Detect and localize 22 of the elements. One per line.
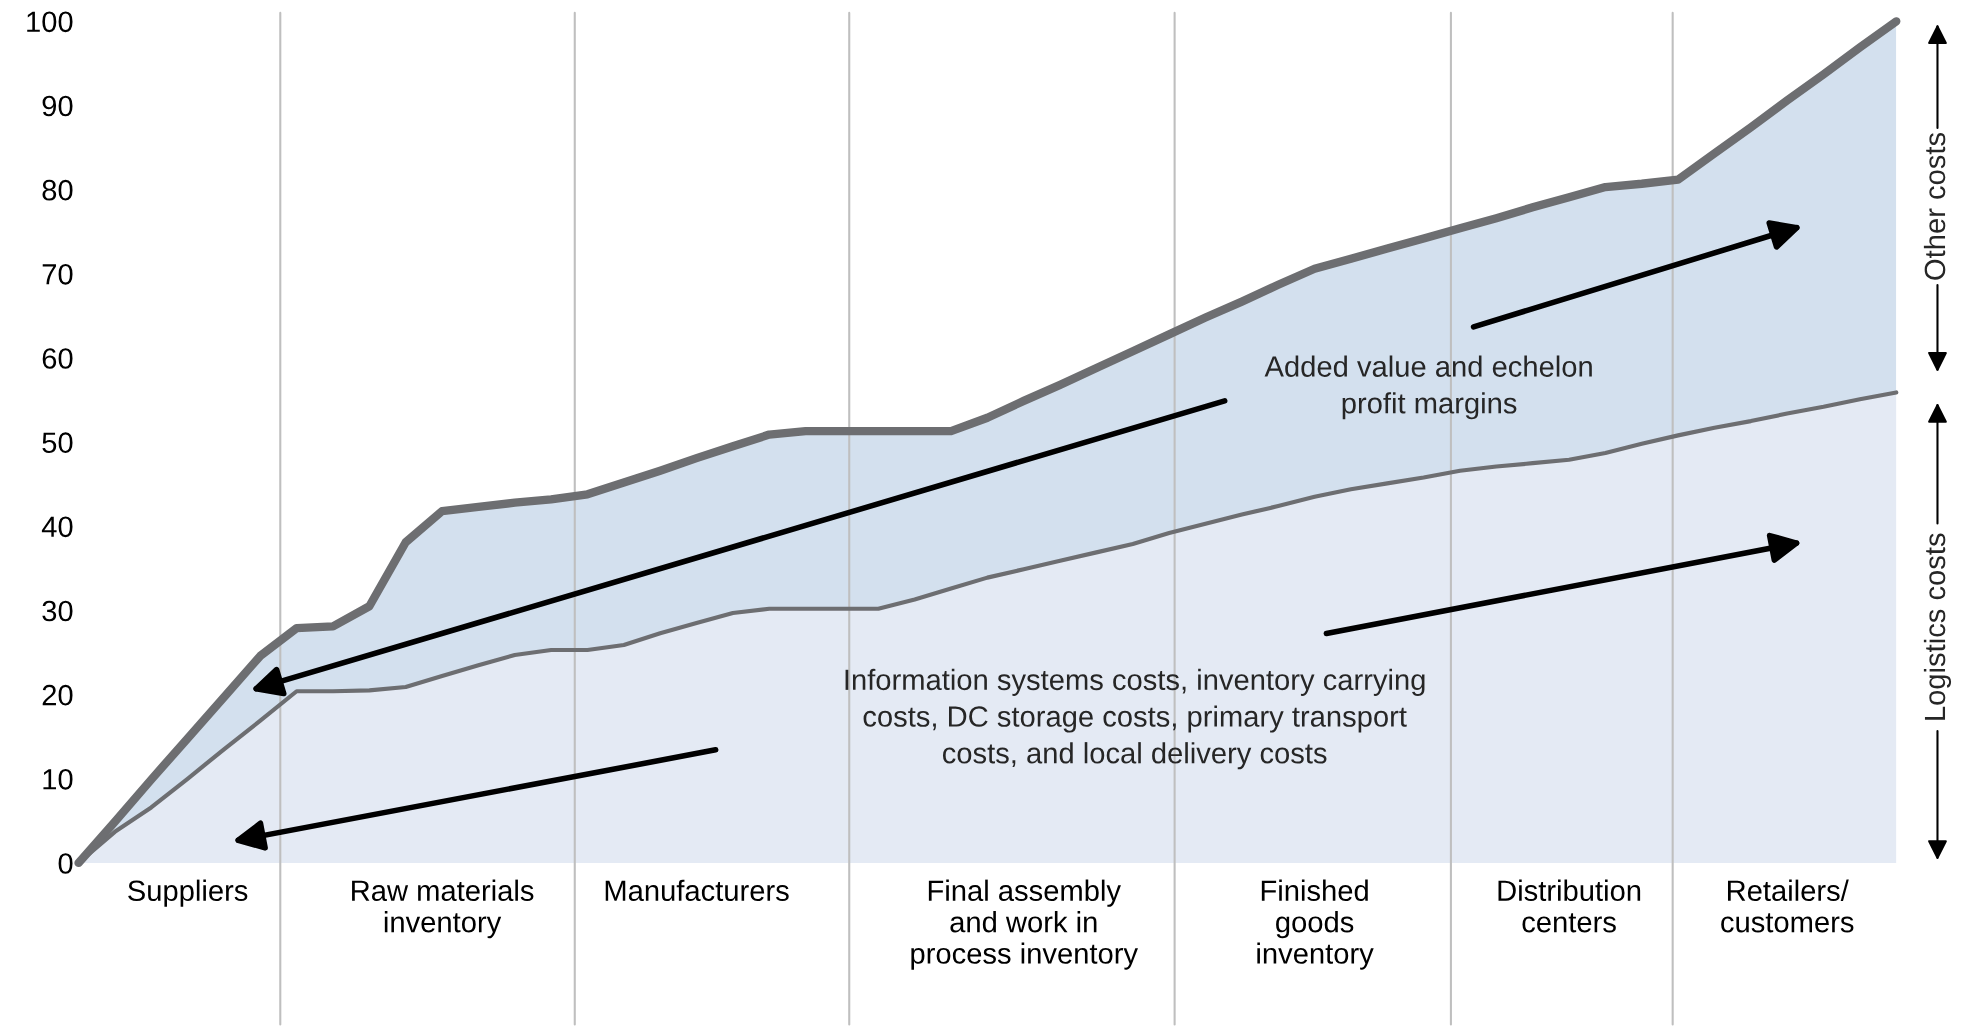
y-tick-label: 100 <box>27 11 73 33</box>
x-tick-label: Final assembly and work in process inventory <box>911 879 1138 970</box>
y-tick-label: 0 <box>58 853 73 874</box>
y-tick-label: 50 <box>42 432 73 453</box>
y-tick-label: 20 <box>42 684 73 706</box>
annotation: Information systems costs, inventory carrying costs, DC storage costs, primary transport costs, and local delivery costs <box>845 668 1425 770</box>
y-tick-label: 40 <box>41 516 73 538</box>
x-tick-label: Distribution centers <box>1498 879 1641 933</box>
text: Logistics costs <box>1923 533 1952 720</box>
x-tick-label: Suppliers <box>128 879 248 907</box>
y-tick-label: 30 <box>42 600 73 622</box>
x-tick-label: Manufacturers <box>605 879 789 902</box>
annotation: Added value and echelon profit margins <box>1264 355 1592 420</box>
text: Other costs <box>1923 132 1946 280</box>
x-tick-label: Raw materials inventory <box>352 879 534 939</box>
y-tick-label: 90 <box>42 95 73 117</box>
y-tick-label: 80 <box>42 179 73 201</box>
y-tick-label: 60 <box>42 348 73 369</box>
x-tick-label: Finished goods inventory <box>1257 879 1374 970</box>
y-tick-label: 70 <box>42 264 73 285</box>
x-tick-label: Retailers/ customers <box>1721 879 1854 933</box>
y-tick-label: 10 <box>43 768 73 790</box>
